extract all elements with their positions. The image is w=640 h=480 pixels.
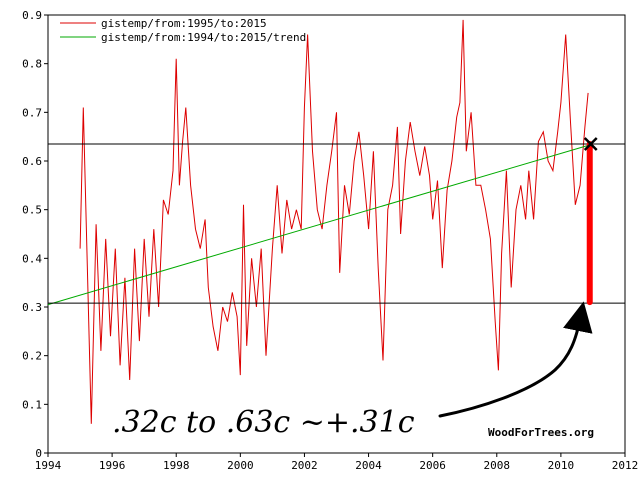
legend: gistemp/from:1995/to:2015gistemp/from:19… <box>60 17 306 44</box>
x-tick-label: 2002 <box>291 459 318 472</box>
series-line-trend <box>47 143 594 306</box>
x-tick-label: 1996 <box>99 459 126 472</box>
plot-area <box>47 14 626 454</box>
x-tick-label: 2010 <box>548 459 575 472</box>
plot-frame <box>47 14 626 454</box>
y-tick-label: 0.7 <box>22 106 42 119</box>
x-tick-label: 1998 <box>163 459 190 472</box>
handwritten-annotation: .32c to .63c ~+.31c <box>112 405 415 440</box>
cross-marker <box>583 137 598 151</box>
x-tick-label: 1994 <box>35 459 62 472</box>
series-layer <box>47 19 594 424</box>
y-tick-label: 0.2 <box>22 350 42 363</box>
y-tick-label: 0.6 <box>22 155 42 168</box>
legend-label: gistemp/from:1994/to:2015/trend <box>101 31 306 44</box>
legend-label: gistemp/from:1995/to:2015 <box>101 17 267 30</box>
axes: 1994 1996 1998 2000 2002 2004 2006 2008 2010 2012… <box>22 9 638 472</box>
annotation-layer <box>48 137 625 418</box>
x-tick-label: 2006 <box>419 459 446 472</box>
credit-label: WoodForTrees.org <box>488 426 594 439</box>
annotation-arrow <box>438 301 593 418</box>
y-tick-label: 0.1 <box>22 398 42 411</box>
y-tick-label: 0.9 <box>22 9 42 22</box>
y-tick-label: 0.3 <box>22 301 42 314</box>
series-line-gistemp <box>79 19 589 424</box>
x-tick-label: 2000 <box>227 459 254 472</box>
x-tick-label: 2008 <box>484 459 511 472</box>
y-tick-label: 0.4 <box>22 252 42 265</box>
y-tick-label: 0 <box>35 447 42 460</box>
y-tick-label: 0.8 <box>22 58 42 71</box>
x-tick-label: 2004 <box>355 459 382 472</box>
x-tick-label: 2012 <box>612 459 639 472</box>
y-tick-label: 0.5 <box>22 204 42 217</box>
